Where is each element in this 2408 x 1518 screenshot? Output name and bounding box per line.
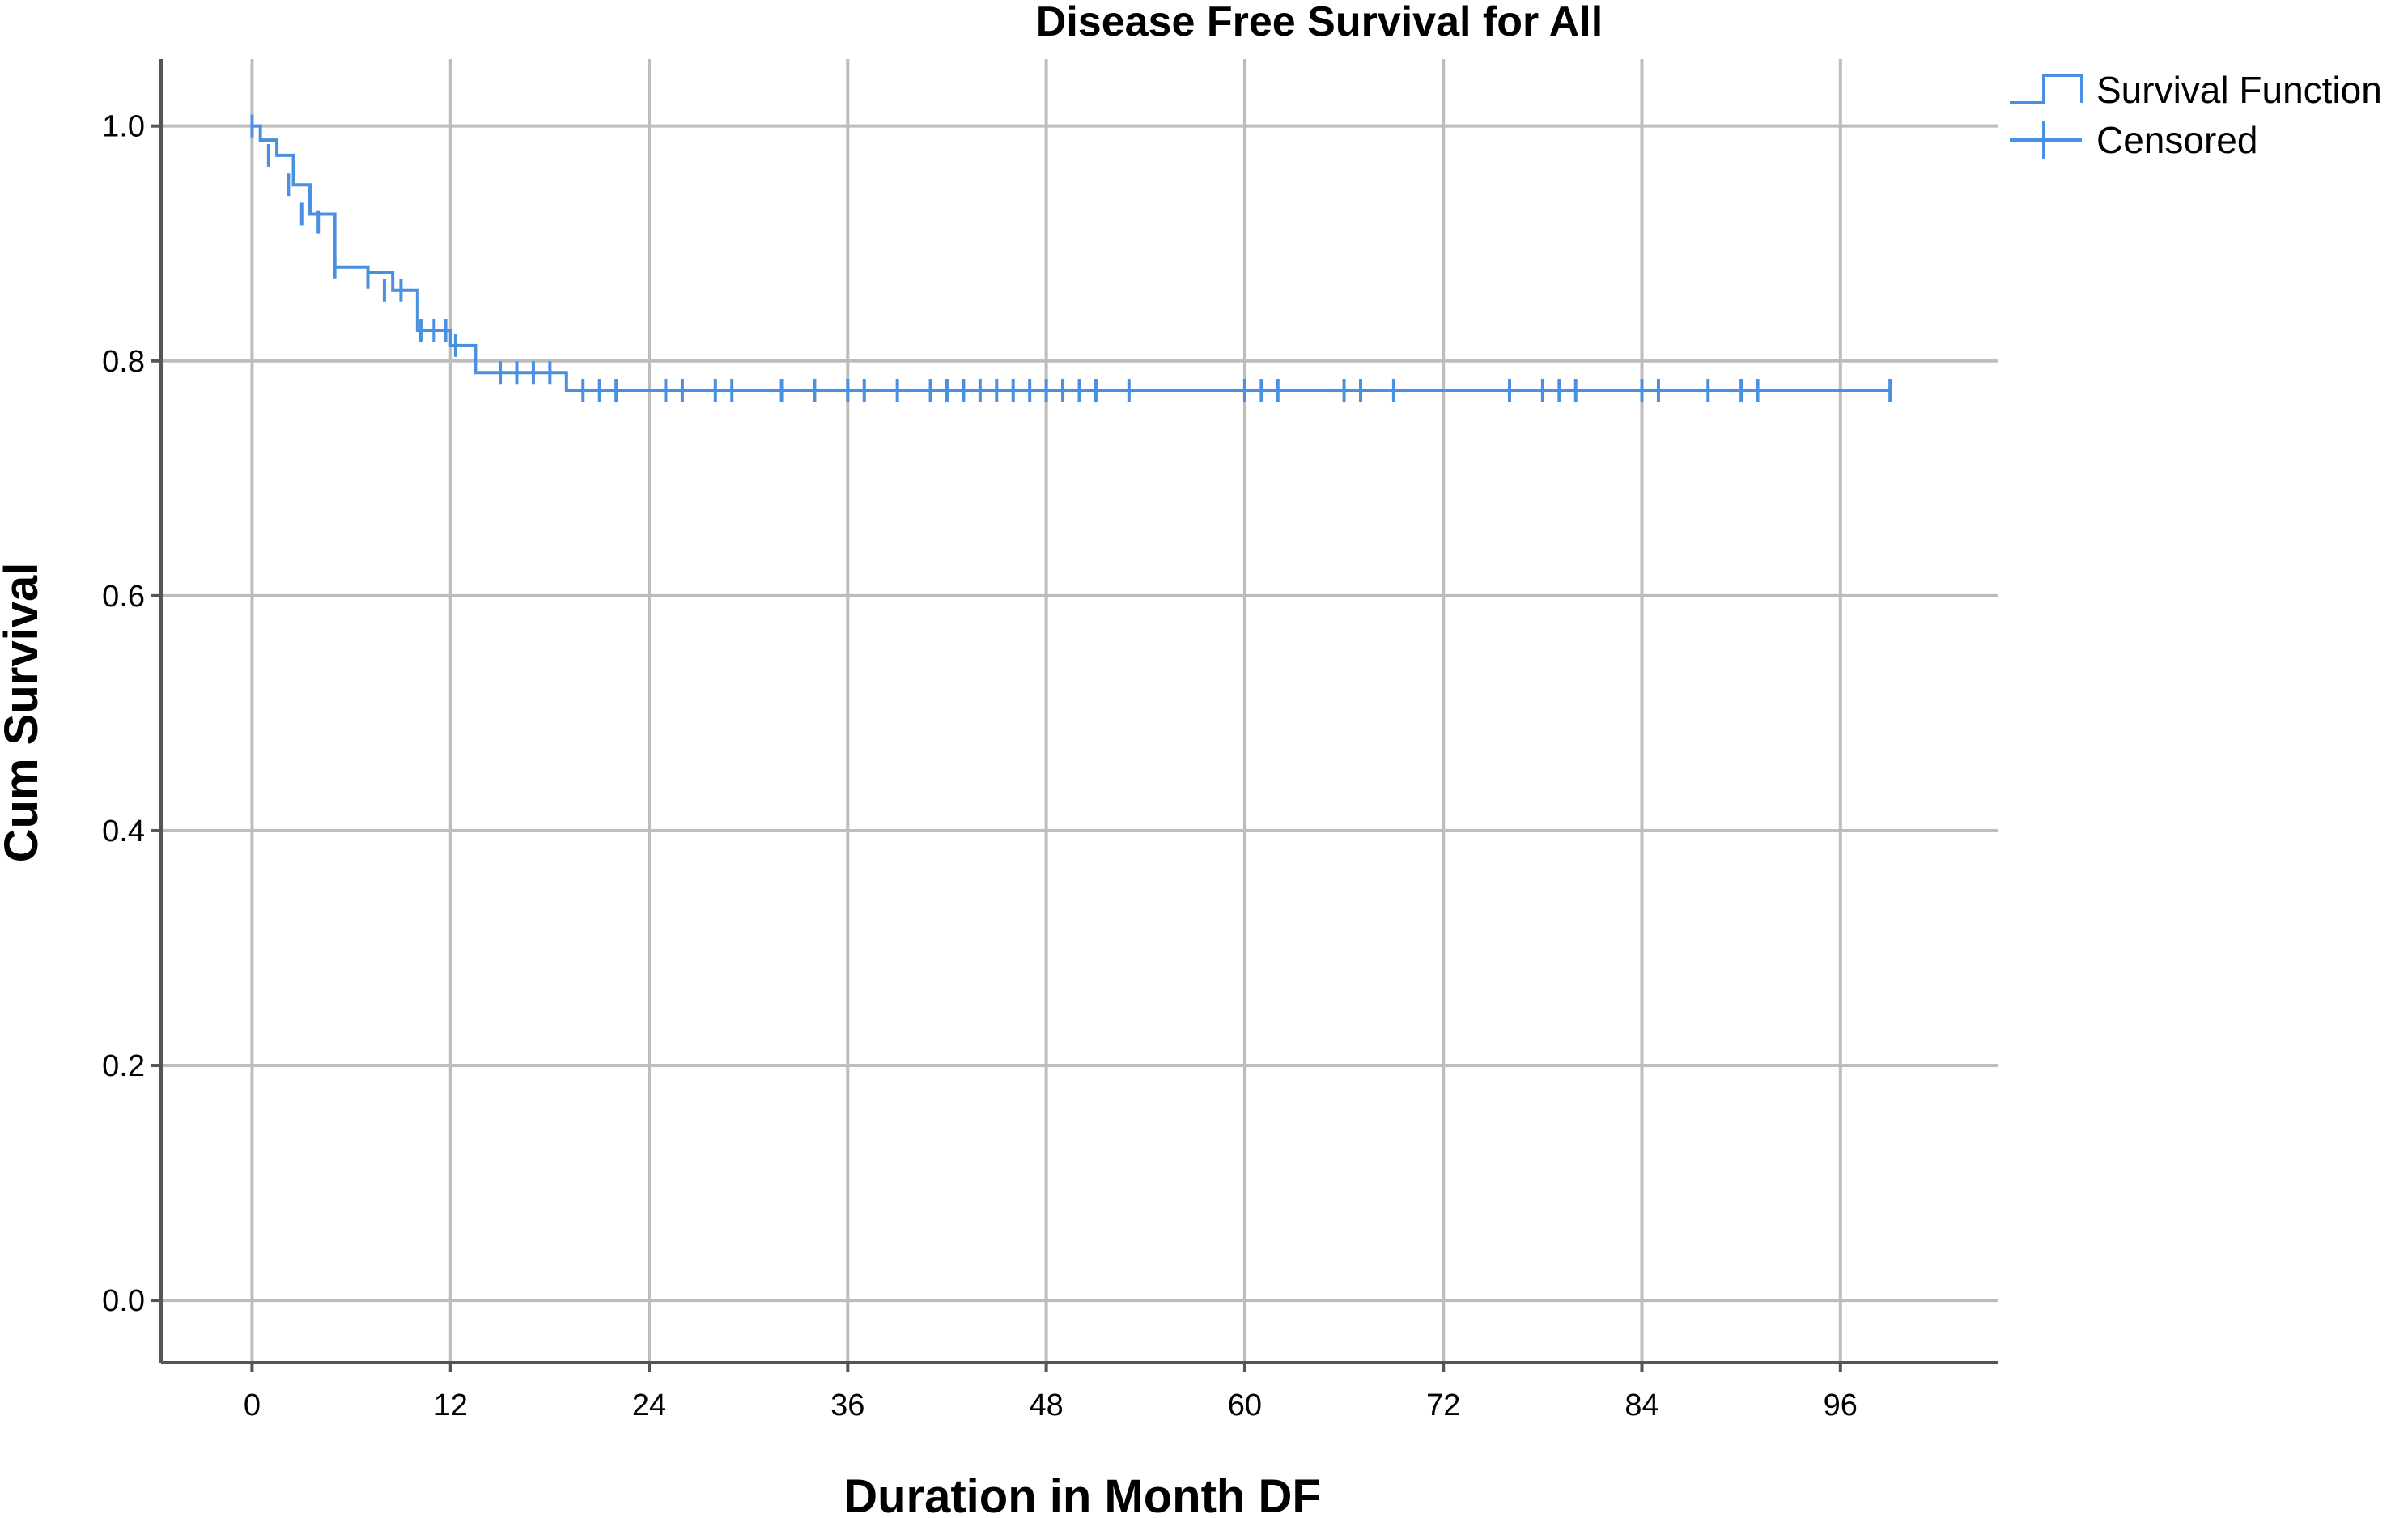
tick-labels: 0 12 24 36 48 60 72 84 96 0.0 0.2 0.4 0.6 0.8 1.0	[102, 110, 1858, 1422]
y-tick-label: 0.2	[102, 1049, 145, 1083]
legend-survival-function-label: Survival Function	[2096, 69, 2382, 111]
legend: Survival Function Censored	[2010, 69, 2382, 161]
y-tick-label: 0.4	[102, 814, 145, 848]
y-tick-label: 0.0	[102, 1284, 145, 1318]
x-tick-label: 60	[1228, 1388, 1262, 1422]
x-tick-label: 24	[632, 1388, 666, 1422]
x-axis-title: Duration in Month DF	[843, 1470, 1321, 1518]
legend-censored-label: Censored	[2096, 119, 2257, 161]
x-tick-label: 36	[830, 1388, 864, 1422]
grid-lines	[161, 59, 1998, 1363]
x-tick-label: 12	[434, 1388, 468, 1422]
y-tick-label: 0.8	[102, 345, 145, 379]
x-tick-label: 72	[1426, 1388, 1460, 1422]
x-tick-label: 96	[1824, 1388, 1858, 1422]
x-tick-label: 0	[244, 1388, 261, 1422]
x-tick-label: 84	[1624, 1388, 1658, 1422]
axes	[151, 59, 1998, 1372]
chart-title: Disease Free Survival for All	[1036, 0, 1603, 45]
data-layer	[250, 114, 1892, 402]
legend-survival-function-swatch	[2010, 74, 2083, 104]
y-axis-title: Cum Survival	[0, 563, 48, 863]
y-tick-label: 1.0	[102, 110, 145, 144]
y-tick-label: 0.6	[102, 580, 145, 614]
survival-function-line	[252, 124, 1891, 393]
x-tick-label: 48	[1029, 1388, 1063, 1422]
